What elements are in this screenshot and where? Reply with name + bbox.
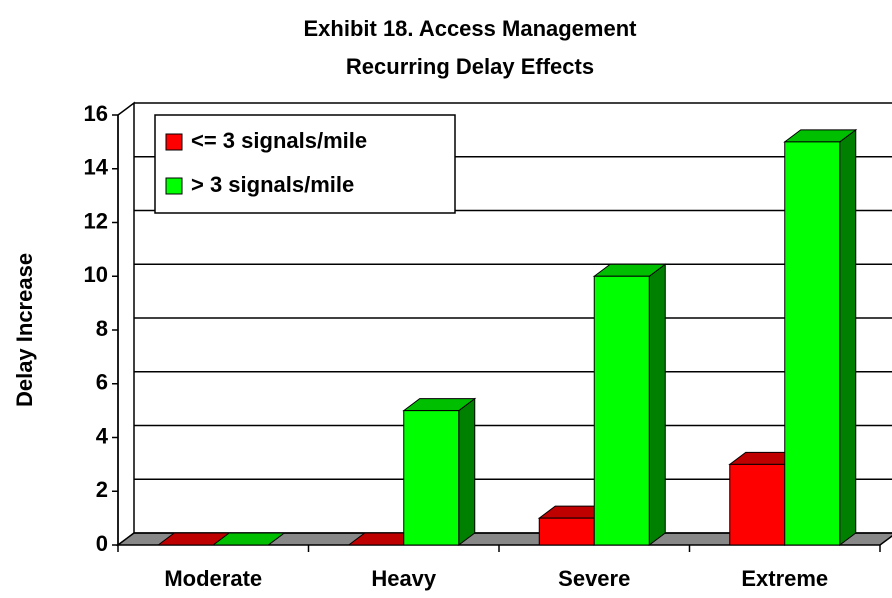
bar <box>403 410 460 546</box>
legend-label: <= 3 signals/mile <box>191 128 367 153</box>
bar-side <box>458 397 476 546</box>
y-tick-label: 4 <box>96 423 109 448</box>
x-tick-label: Extreme <box>741 566 828 591</box>
y-tick-label: 14 <box>84 155 109 180</box>
legend-swatch <box>165 177 183 195</box>
left-wall <box>117 101 135 547</box>
y-axis-label: Delay Increase <box>12 253 37 407</box>
legend-box <box>154 114 456 214</box>
x-tick-label: Moderate <box>164 566 262 591</box>
y-tick-label: 16 <box>84 101 108 126</box>
chart-title: Recurring Delay Effects <box>346 54 594 79</box>
bar <box>593 275 650 546</box>
legend-label: > 3 signals/mile <box>191 172 354 197</box>
bar-side <box>648 263 666 546</box>
bar <box>784 141 841 546</box>
bar-top <box>211 532 286 546</box>
y-tick-label: 2 <box>96 477 108 502</box>
y-tick-label: 10 <box>84 262 108 287</box>
bar <box>729 463 786 546</box>
y-tick-label: 0 <box>96 531 108 556</box>
y-tick-label: 6 <box>96 370 108 395</box>
y-tick-label: 8 <box>96 316 108 341</box>
legend-swatch <box>165 133 183 151</box>
x-tick-label: Heavy <box>371 566 437 591</box>
y-tick-label: 12 <box>84 208 108 233</box>
bar-side <box>839 128 857 546</box>
chart-title: Exhibit 18. Access Management <box>304 16 638 41</box>
x-tick-label: Severe <box>558 566 630 591</box>
bar <box>538 517 595 546</box>
